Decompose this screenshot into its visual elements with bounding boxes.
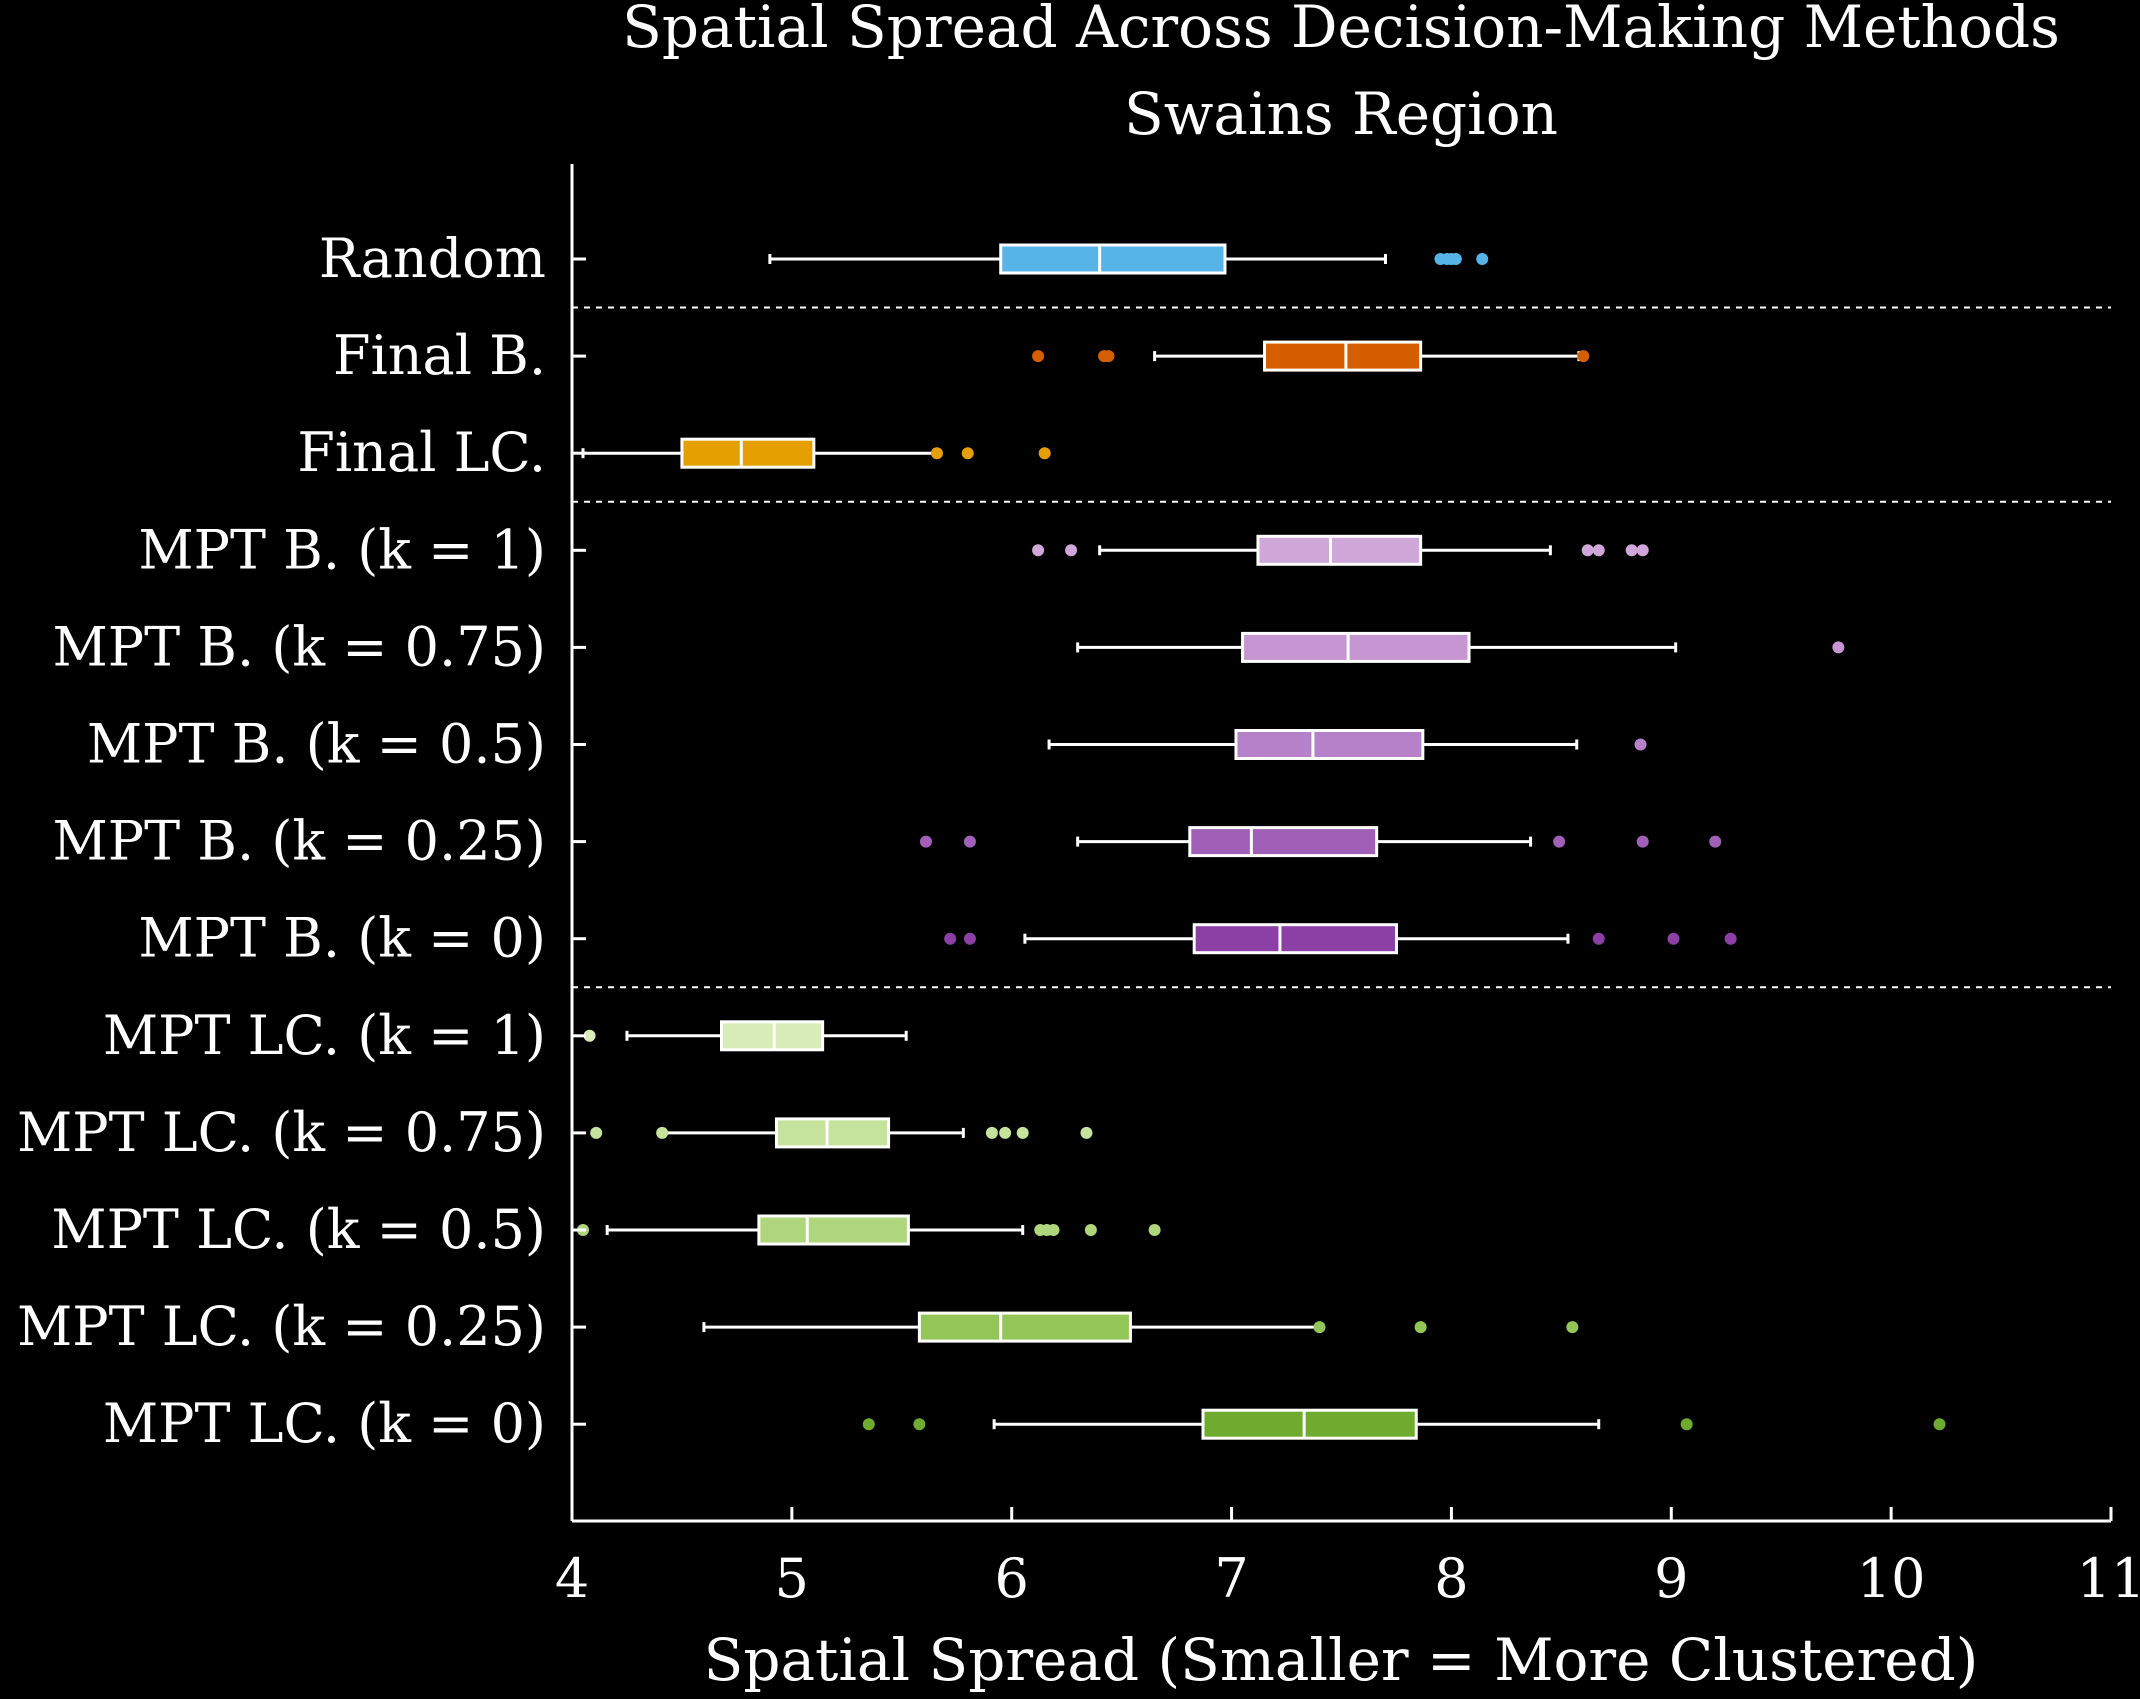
box-row-12 [862, 1408, 1946, 1440]
outlier-point [963, 932, 976, 945]
box-iqr [774, 1117, 891, 1149]
outlier-point [1667, 932, 1680, 945]
y-tick-label: MPT B. (k = 0.25) [53, 810, 547, 873]
y-tick-label: Random [319, 227, 546, 290]
box-row-2 [581, 437, 1051, 469]
x-tick-label: 8 [1434, 1547, 1468, 1610]
y-tick-label: MPT LC. (k = 0.75) [17, 1101, 546, 1164]
box-iqr [680, 437, 816, 469]
box-iqr [1234, 729, 1425, 760]
outlier-point [1016, 1126, 1029, 1139]
outlier-point [1625, 544, 1638, 557]
outlier-point [1414, 1321, 1427, 1334]
outlier-point [985, 1126, 998, 1139]
y-tick-label: MPT LC. (k = 0.25) [17, 1295, 546, 1358]
outlier-point [1084, 1224, 1097, 1236]
outlier-point [1680, 1418, 1693, 1431]
outlier-point [1933, 1418, 1946, 1431]
outlier-point [1634, 738, 1647, 751]
box-row-11 [702, 1311, 1579, 1343]
box-iqr [1201, 1408, 1418, 1440]
box-iqr [1263, 340, 1423, 372]
y-tick-label: MPT B. (k = 0.5) [87, 713, 546, 776]
outlier-point [1581, 544, 1594, 557]
outlier-point [1724, 932, 1737, 945]
y-tick-label: MPT LC. (k = 0.5) [51, 1198, 546, 1261]
box-row-3 [1032, 534, 1649, 566]
outlier-point [961, 447, 974, 460]
y-axis-ticks: Random Final B. Final LC. MPT B. (k = 1) MPT… [17, 227, 586, 1455]
outlier-point [944, 932, 957, 945]
boxes [576, 243, 1946, 1440]
outlier-point [1148, 1224, 1161, 1236]
box-iqr [757, 1214, 910, 1246]
outlier-point [999, 1126, 1012, 1139]
outlier-point [590, 1126, 603, 1139]
separators [572, 306, 2111, 989]
x-tick-label: 11 [2077, 1547, 2140, 1610]
y-tick-label: MPT LC. (k = 0) [103, 1392, 546, 1455]
y-tick-label: Final B. [333, 324, 546, 387]
outlier-point [1032, 350, 1045, 363]
x-tick-label: 5 [775, 1547, 809, 1610]
x-axis-ticks: 4 5 6 7 8 9 10 11 [555, 1507, 2140, 1610]
box-row-1 [1032, 340, 1590, 372]
box-row-0 [768, 243, 1489, 275]
outlier-point [1313, 1321, 1326, 1334]
y-tick-label: Final LC. [297, 421, 546, 484]
chart-subtitle: Swains Region [1124, 80, 1558, 148]
box-row-5 [1047, 729, 1647, 760]
outlier-point [1566, 1321, 1579, 1334]
outlier-point [1065, 544, 1078, 557]
outlier-point [1047, 1224, 1060, 1236]
x-tick-label: 9 [1654, 1547, 1688, 1610]
outlier-point [1636, 835, 1649, 848]
outlier-point [1832, 641, 1845, 654]
y-tick-label: MPT LC. (k = 1) [103, 1004, 546, 1067]
box-iqr [917, 1311, 1132, 1343]
box-iqr [1241, 631, 1471, 663]
outlier-point [913, 1418, 926, 1431]
outlier-point [1080, 1126, 1093, 1139]
x-tick-label: 4 [555, 1547, 589, 1610]
outlier-point [1102, 350, 1115, 363]
box-row-10 [576, 1214, 1161, 1246]
outlier-point [1476, 253, 1489, 265]
outlier-point [1709, 835, 1722, 848]
y-tick-label: MPT B. (k = 1) [138, 518, 546, 581]
chart-title: Spatial Spread Across Decision-Making Me… [622, 0, 2060, 61]
box-iqr [1192, 923, 1398, 955]
x-tick-label: 10 [1857, 1547, 1926, 1610]
outlier-point [1577, 350, 1590, 363]
box-row-8 [583, 1020, 908, 1052]
x-axis-label: Spatial Spread (Smaller = More Clustered… [704, 1626, 1979, 1694]
outlier-point [1553, 835, 1566, 848]
x-tick-label: 6 [995, 1547, 1029, 1610]
outlier-point [1449, 253, 1462, 265]
outlier-point [1592, 932, 1605, 945]
box-iqr [1256, 534, 1423, 566]
box-row-7 [944, 923, 1737, 955]
box-row-9 [590, 1117, 1093, 1149]
box-row-4 [1076, 631, 1845, 663]
x-tick-label: 7 [1214, 1547, 1248, 1610]
outlier-point [1592, 544, 1605, 557]
outlier-point [1636, 544, 1649, 557]
outlier-point [930, 447, 943, 460]
outlier-point [1038, 447, 1051, 460]
box-iqr [720, 1020, 825, 1052]
box-iqr [999, 243, 1227, 275]
outlier-point [919, 835, 932, 848]
y-tick-label: MPT B. (k = 0) [138, 907, 546, 970]
box-row-6 [919, 826, 1722, 858]
outlier-point [963, 835, 976, 848]
outlier-point [1032, 544, 1045, 557]
outlier-point [583, 1029, 596, 1042]
outlier-point [862, 1418, 875, 1431]
y-tick-label: MPT B. (k = 0.75) [53, 615, 547, 678]
box-iqr [1188, 826, 1379, 858]
outlier-point [656, 1126, 669, 1139]
